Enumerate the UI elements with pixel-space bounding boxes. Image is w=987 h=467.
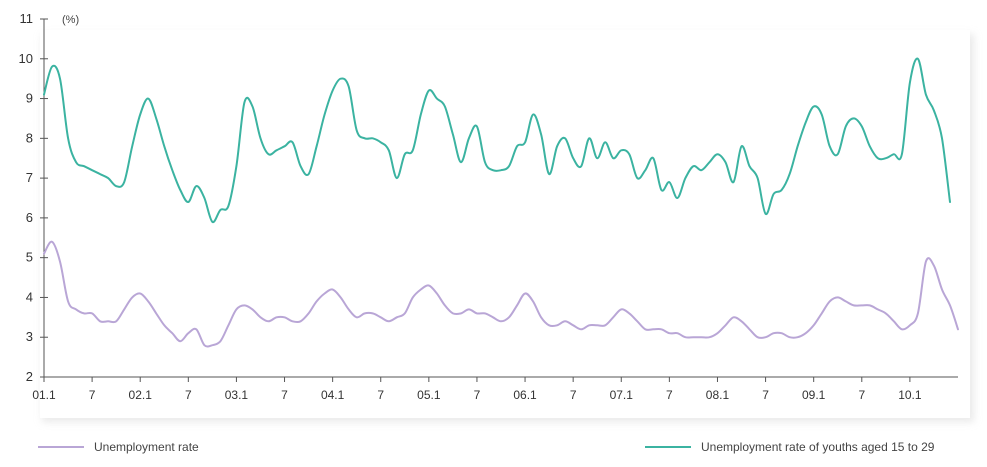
x-tick-label: 06.1	[513, 388, 537, 402]
x-tick-label: 7	[762, 388, 769, 402]
x-tick-label: 07.1	[610, 388, 634, 402]
plot-background	[40, 30, 970, 418]
x-tick-label: 7	[666, 388, 673, 402]
y-tick-label: 6	[26, 210, 33, 225]
y-tick-label: 11	[20, 11, 34, 26]
x-tick-label: 7	[185, 388, 192, 402]
y-tick-label: 4	[26, 289, 33, 304]
series-line-unemployment-rate	[43, 240, 959, 348]
x-tick-label: 7	[570, 388, 577, 402]
x-tick-label: 10.1	[898, 388, 922, 402]
y-tick-label: 10	[19, 51, 33, 66]
y-tick-label: 2	[26, 369, 33, 384]
x-tick-label: 01.1	[32, 388, 56, 402]
legend-swatch-unemployment	[38, 446, 84, 448]
legend-youth-unemployment-rate: Unemployment rate of youths aged 15 to 2…	[645, 440, 934, 454]
y-tick-label: 7	[26, 170, 33, 185]
x-tick-label: 7	[377, 388, 384, 402]
y-tick-label: 8	[26, 130, 33, 145]
x-tick-label: 04.1	[321, 388, 345, 402]
y-tick-label: 9	[26, 91, 33, 106]
x-tick-label: 02.1	[129, 388, 153, 402]
y-tick-label: 3	[26, 329, 33, 344]
x-tick-label: 03.1	[225, 388, 249, 402]
x-tick-label: 7	[858, 388, 865, 402]
x-tick-label: 7	[474, 388, 481, 402]
y-axis-unit-label: (%)	[62, 14, 79, 26]
y-tick-label: 5	[26, 250, 33, 265]
series-line-youth-unemployment-rate	[43, 57, 951, 224]
x-tick-label: 09.1	[802, 388, 826, 402]
x-tick-label: 7	[89, 388, 96, 402]
legend-label-unemployment: Unemployment rate	[94, 440, 199, 454]
x-tick-label: 7	[281, 388, 288, 402]
legend-unemployment-rate: Unemployment rate	[38, 440, 199, 454]
legend-swatch-youth-unemployment	[645, 446, 691, 448]
x-tick-label: 08.1	[706, 388, 730, 402]
x-tick-label: 05.1	[417, 388, 441, 402]
legend-label-youth-unemployment: Unemployment rate of youths aged 15 to 2…	[701, 440, 935, 454]
